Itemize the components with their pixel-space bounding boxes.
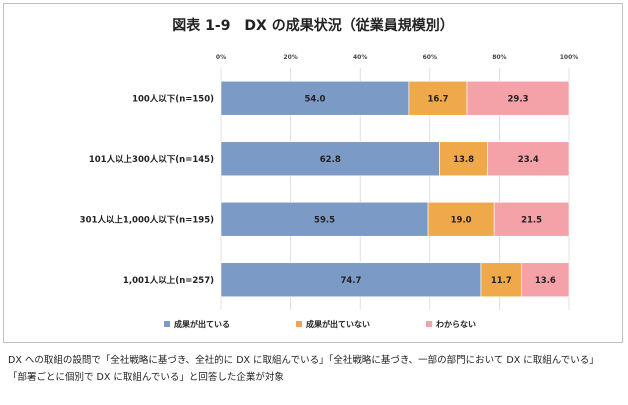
footnote-line-2: 「部署ごとに個別で DX に取組んでいる」と回答した企業が対象: [8, 372, 284, 383]
bar-segment: [439, 141, 488, 177]
data-label: 29.3: [508, 94, 529, 104]
x-tick-label: 40%: [353, 54, 367, 61]
data-label: 54.0: [304, 94, 325, 104]
footnote-line-1: DX への取組の設問で「全社戦略に基づき、全社的に DX に取組んでいる」「全社…: [8, 355, 599, 366]
data-label: 13.8: [453, 155, 474, 165]
data-label: 13.6: [535, 276, 556, 286]
data-label: 74.7: [340, 276, 361, 286]
bar-segment: [427, 201, 495, 237]
legend-label: 成果が出ていない: [306, 319, 370, 329]
footnote: DX への取組の設問で「全社戦略に基づき、全社的に DX に取組んでいる」「全社…: [8, 352, 620, 386]
x-tick-label: 0%: [216, 54, 226, 61]
category-label: 100人以下(n=150): [132, 93, 214, 104]
x-tick-label: 100%: [560, 54, 579, 61]
data-label: 23.4: [518, 155, 539, 165]
bar-segment: [487, 141, 570, 177]
x-tick-label: 20%: [283, 54, 297, 61]
x-tick-label: 80%: [492, 54, 506, 61]
data-label: 59.5: [314, 215, 335, 225]
bar-segment: [521, 262, 570, 298]
legend-swatch: [426, 321, 432, 327]
bar-segment: [480, 262, 522, 298]
legend-swatch: [164, 321, 170, 327]
data-label: 11.7: [491, 276, 512, 286]
data-label: 19.0: [451, 215, 472, 225]
bar-segment: [493, 201, 570, 237]
legend-label: 成果が出ている: [174, 319, 230, 329]
data-label: 21.5: [521, 215, 542, 225]
bar-segment: [220, 80, 410, 116]
chart-frame: 図表 1-9 DX の成果状況（従業員規模別） 0% 20% 40% 60% 80% 10…: [3, 3, 623, 343]
legend-swatch: [296, 321, 302, 327]
category-label: 101人以上300人以下(n=145): [89, 154, 214, 165]
chart-title: 図表 1-9 DX の成果状況（従業員規模別）: [172, 17, 453, 34]
data-label: 62.8: [320, 155, 341, 165]
category-label: 301人以上1,000人以下(n=195): [80, 214, 214, 225]
chart: 図表 1-9 DX の成果状況（従業員規模別） 0% 20% 40% 60% 80% 10…: [80, 17, 579, 329]
bar-segment: [466, 80, 570, 116]
x-tick-label: 60%: [423, 54, 437, 61]
bar-segment: [220, 262, 482, 298]
bar-segment: [220, 201, 429, 237]
legend-label: わからない: [436, 320, 476, 329]
bar-segment: [220, 141, 440, 177]
category-label: 1,001人以上(n=257): [123, 275, 214, 286]
data-label: 16.7: [427, 94, 448, 104]
